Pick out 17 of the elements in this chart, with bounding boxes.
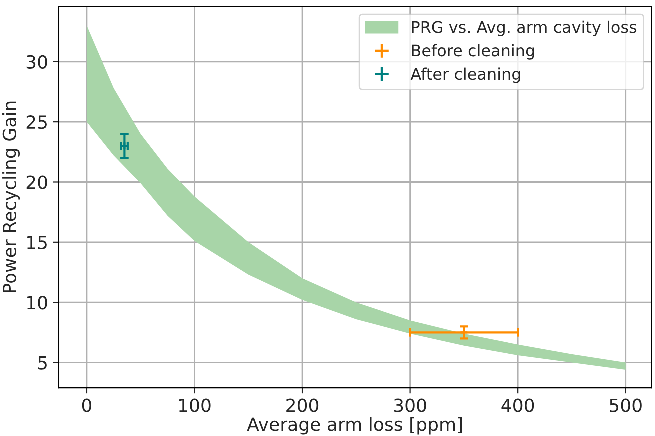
y-tick-label: 10 <box>28 296 48 310</box>
x-tick-label: 400 <box>502 398 534 412</box>
x-tick-label: 300 <box>394 398 426 412</box>
y-axis-title: Power Recycling Gain <box>2 102 20 292</box>
y-tick-label: 25 <box>26 116 47 130</box>
x-tick-label: 0 <box>82 398 92 412</box>
x-axis-title: Average arm loss [ppm] <box>247 417 462 435</box>
x-tick-label: 500 <box>610 398 642 412</box>
y-tick-label: 30 <box>26 55 48 70</box>
legend-label: Before cleaning <box>412 44 534 60</box>
x-tick-label: 200 <box>286 398 319 412</box>
legend-label: After cleaning <box>410 68 520 84</box>
y-tick-label: 5 <box>38 356 47 370</box>
y-tick-label: 15 <box>28 236 47 250</box>
x-tick-label: 100 <box>180 398 211 412</box>
y-tick-label: 20 <box>26 176 48 190</box>
legend-label: PRG vs. Avg. arm cavity loss <box>412 20 637 36</box>
